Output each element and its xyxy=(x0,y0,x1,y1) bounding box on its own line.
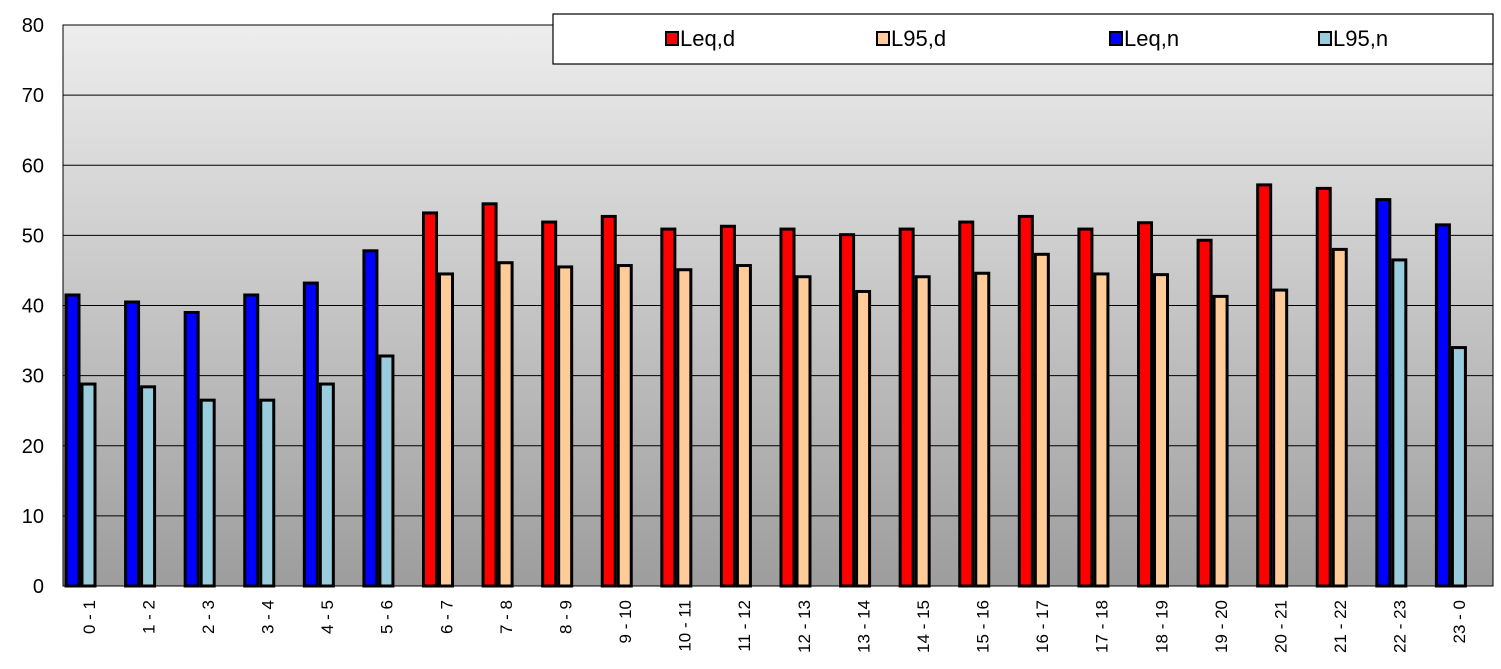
bar-l95 xyxy=(1153,273,1169,588)
x-tick-label: 13 - 14 xyxy=(854,600,873,653)
y-tick-label: 70 xyxy=(22,85,44,107)
x-tick-label: 5 - 6 xyxy=(378,600,397,634)
legend-label: Leq,d xyxy=(680,26,735,51)
x-tick-label: 6 - 7 xyxy=(437,600,456,634)
x-tick-label: 22 - 23 xyxy=(1391,600,1410,653)
bar-leq xyxy=(898,227,915,588)
bar-leq xyxy=(1434,223,1451,588)
bar-leq xyxy=(302,281,319,588)
x-tick-label: 11 - 12 xyxy=(735,600,754,652)
bar-leq xyxy=(958,220,975,588)
x-tick-label: 9 - 10 xyxy=(616,600,635,643)
bar-l95 xyxy=(199,398,216,588)
y-tick-label: 80 xyxy=(22,15,44,37)
bar-leq xyxy=(183,311,200,588)
y-tick-label: 30 xyxy=(22,366,44,388)
x-tick-label: 21 - 22 xyxy=(1331,600,1350,653)
bar-l95 xyxy=(914,275,931,588)
y-tick-label: 10 xyxy=(22,506,44,528)
x-tick-label: 23 - 0 xyxy=(1450,600,1469,643)
bar-l95 xyxy=(1212,294,1229,588)
x-tick-label: 14 - 15 xyxy=(914,600,933,653)
bar-leq xyxy=(779,227,796,588)
bar-l95 xyxy=(795,275,812,588)
bar-leq xyxy=(481,202,498,588)
bar-leq xyxy=(243,293,260,588)
bar-l95 xyxy=(855,289,872,588)
bar-leq xyxy=(64,293,81,588)
legend-box xyxy=(552,13,1494,65)
bar-l95 xyxy=(557,265,574,588)
bar-l95 xyxy=(1391,258,1408,588)
bar-l95 xyxy=(80,382,97,588)
bar-l95 xyxy=(974,271,991,588)
gridlines xyxy=(63,94,1493,517)
x-tick-label: 17 - 18 xyxy=(1093,600,1112,653)
bar-l95 xyxy=(616,264,633,588)
bar-leq xyxy=(541,220,558,588)
y-axis-ticks: 0 10 20 30 40 50 60 70 80 xyxy=(22,15,44,598)
bar-leq xyxy=(422,211,438,588)
bar-l95 xyxy=(1033,252,1050,588)
x-tick-label: 3 - 4 xyxy=(259,600,278,634)
bar-l95 xyxy=(259,398,276,588)
bar-l95 xyxy=(676,268,693,588)
x-tick-label: 20 - 21 xyxy=(1271,600,1290,653)
bar-leq xyxy=(1137,221,1153,588)
x-tick-label: 8 - 9 xyxy=(556,600,575,634)
x-tick-label: 2 - 3 xyxy=(199,600,218,634)
legend-swatch xyxy=(1109,31,1123,46)
legend: Leq,d L95,d Leq,n L95,n xyxy=(552,13,1494,65)
bar-leq xyxy=(1375,198,1392,588)
bar-l95 xyxy=(318,382,335,588)
x-axis-ticks: 0 - 1 1 - 2 2 - 3 3 - 4 4 - 5 5 - 6 6 - 7 7 - 8… xyxy=(80,600,1469,653)
bar-leq xyxy=(1017,214,1034,588)
bar-l95 xyxy=(497,261,514,588)
bar-l95 xyxy=(378,354,395,588)
bar-leq xyxy=(1196,238,1213,588)
bar-leq xyxy=(124,300,141,588)
bar-leq xyxy=(839,233,856,588)
x-tick-label: 4 - 5 xyxy=(318,600,337,634)
y-tick-label: 40 xyxy=(22,296,44,318)
bar-leq xyxy=(1077,227,1094,588)
y-tick-label: 20 xyxy=(22,436,44,458)
bar-l95 xyxy=(438,272,454,588)
bar-leq xyxy=(1256,183,1273,588)
legend-swatch xyxy=(665,31,679,46)
x-tick-label: 18 - 19 xyxy=(1152,600,1171,653)
legend-swatch xyxy=(1318,31,1332,46)
bars xyxy=(64,183,1467,588)
bar-leq xyxy=(362,249,379,588)
x-tick-label: 15 - 16 xyxy=(974,600,993,653)
bar-leq xyxy=(1315,186,1332,588)
y-tick-label: 0 xyxy=(33,576,44,598)
y-tick-label: 50 xyxy=(22,225,44,247)
bar-l95 xyxy=(1450,346,1467,588)
x-tick-label: 7 - 8 xyxy=(497,600,516,634)
bar-leq xyxy=(719,224,736,588)
x-tick-label: 12 - 13 xyxy=(795,600,814,653)
x-tick-label: 0 - 1 xyxy=(80,600,99,634)
y-tick-label: 60 xyxy=(22,155,44,177)
legend-label: L95,d xyxy=(891,26,946,51)
bar-l95 xyxy=(140,385,157,588)
x-tick-label: 19 - 20 xyxy=(1212,600,1231,653)
legend-swatch xyxy=(876,31,890,46)
bar-l95 xyxy=(1331,247,1348,588)
bar-l95 xyxy=(1272,288,1289,588)
legend-label: L95,n xyxy=(1333,26,1388,51)
bar-l95 xyxy=(735,264,752,588)
x-tick-label: 16 - 17 xyxy=(1033,600,1052,653)
bar-l95 xyxy=(1093,272,1110,588)
bar-leq xyxy=(600,214,617,588)
bar-leq xyxy=(660,227,677,588)
x-tick-label: 1 - 2 xyxy=(139,600,158,634)
legend-label: Leq,n xyxy=(1124,26,1179,51)
x-tick-label: 10 - 11 xyxy=(676,600,695,652)
